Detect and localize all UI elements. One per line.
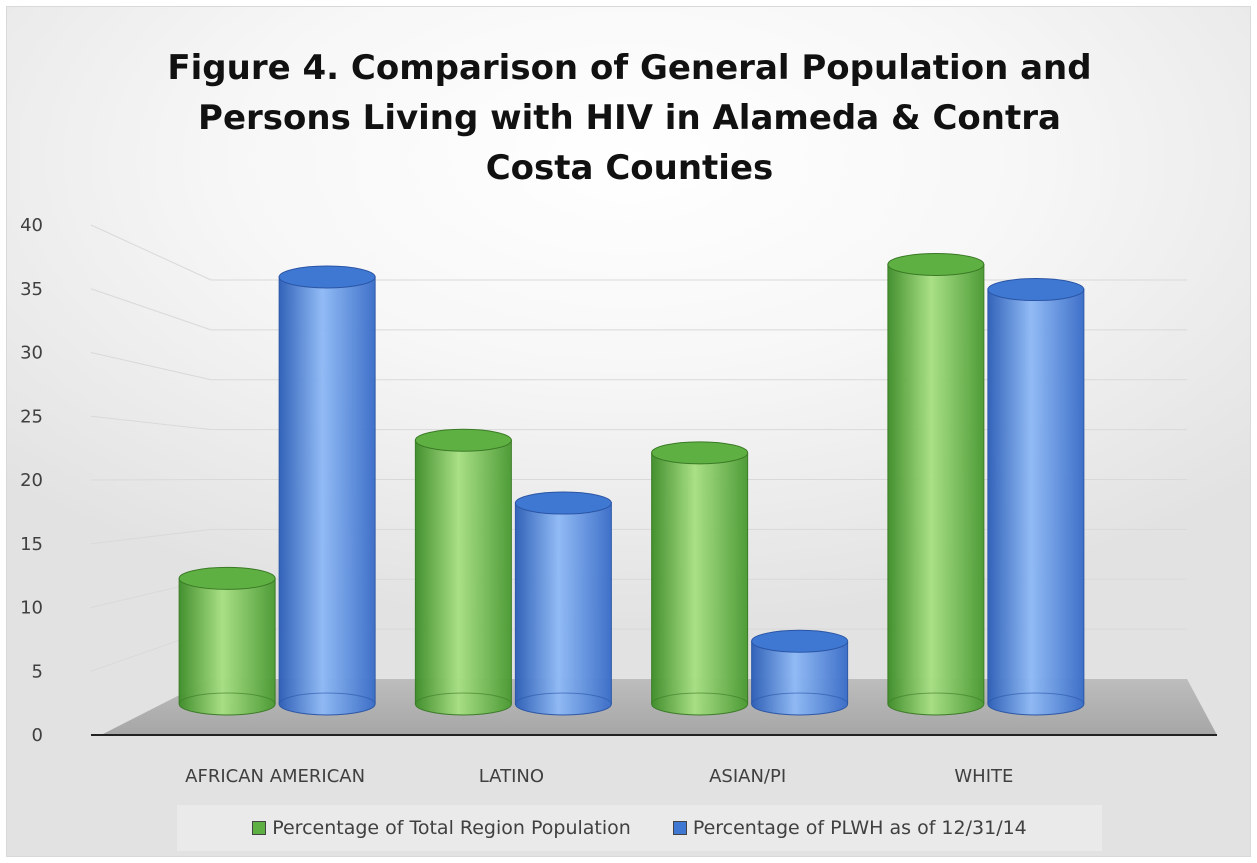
bar-plwh [278, 265, 376, 716]
chart-plot: 0 5 10 15 20 25 30 35 40 AFRICAN AMERICAN LATINO AS… [20, 215, 1217, 787]
y-tick-label: 40 [20, 215, 43, 236]
gridline [90, 528, 212, 545]
bar-population [887, 252, 985, 716]
bar-plwh [514, 491, 612, 716]
chart-frame: Figure 4. Comparison of General Populati… [6, 6, 1251, 857]
x-category-label: AFRICAN AMERICAN [185, 766, 365, 787]
gridline [90, 224, 212, 281]
x-category-label: LATINO [479, 766, 544, 787]
legend-swatch [252, 821, 267, 835]
y-tick-label: 25 [20, 406, 43, 427]
bar-plwh [751, 629, 849, 716]
x-category-label: ASIAN/PI [709, 766, 786, 787]
legend-swatch [672, 821, 687, 835]
legend: Percentage of Total Region Population Per… [177, 805, 1102, 851]
bar-population [651, 441, 749, 716]
y-tick-label: 30 [20, 343, 43, 364]
bar-plwh [987, 278, 1085, 716]
legend-label: Percentage of PLWH as of 12/31/14 [692, 817, 1027, 839]
y-tick-label: 35 [20, 279, 43, 300]
legend-label: Percentage of Total Region Population [272, 817, 631, 839]
y-tick-label: 10 [20, 598, 43, 619]
bar-population [414, 428, 512, 716]
gridline [90, 352, 212, 381]
y-tick-label: 5 [32, 661, 43, 682]
gridline [90, 415, 212, 431]
legend-item: Percentage of Total Region Population [252, 817, 631, 839]
bar-population [178, 566, 276, 716]
x-category-label: WHITE [954, 766, 1013, 787]
y-tick-label: 20 [20, 470, 43, 491]
gridline [90, 479, 212, 481]
chart-title: Figure 4. Comparison of General Populati… [167, 48, 1092, 188]
y-tick-label: 0 [32, 725, 43, 746]
legend-item: Percentage of PLWH as of 12/31/14 [672, 817, 1027, 839]
gridline [90, 288, 212, 331]
y-tick-label: 15 [20, 534, 43, 555]
